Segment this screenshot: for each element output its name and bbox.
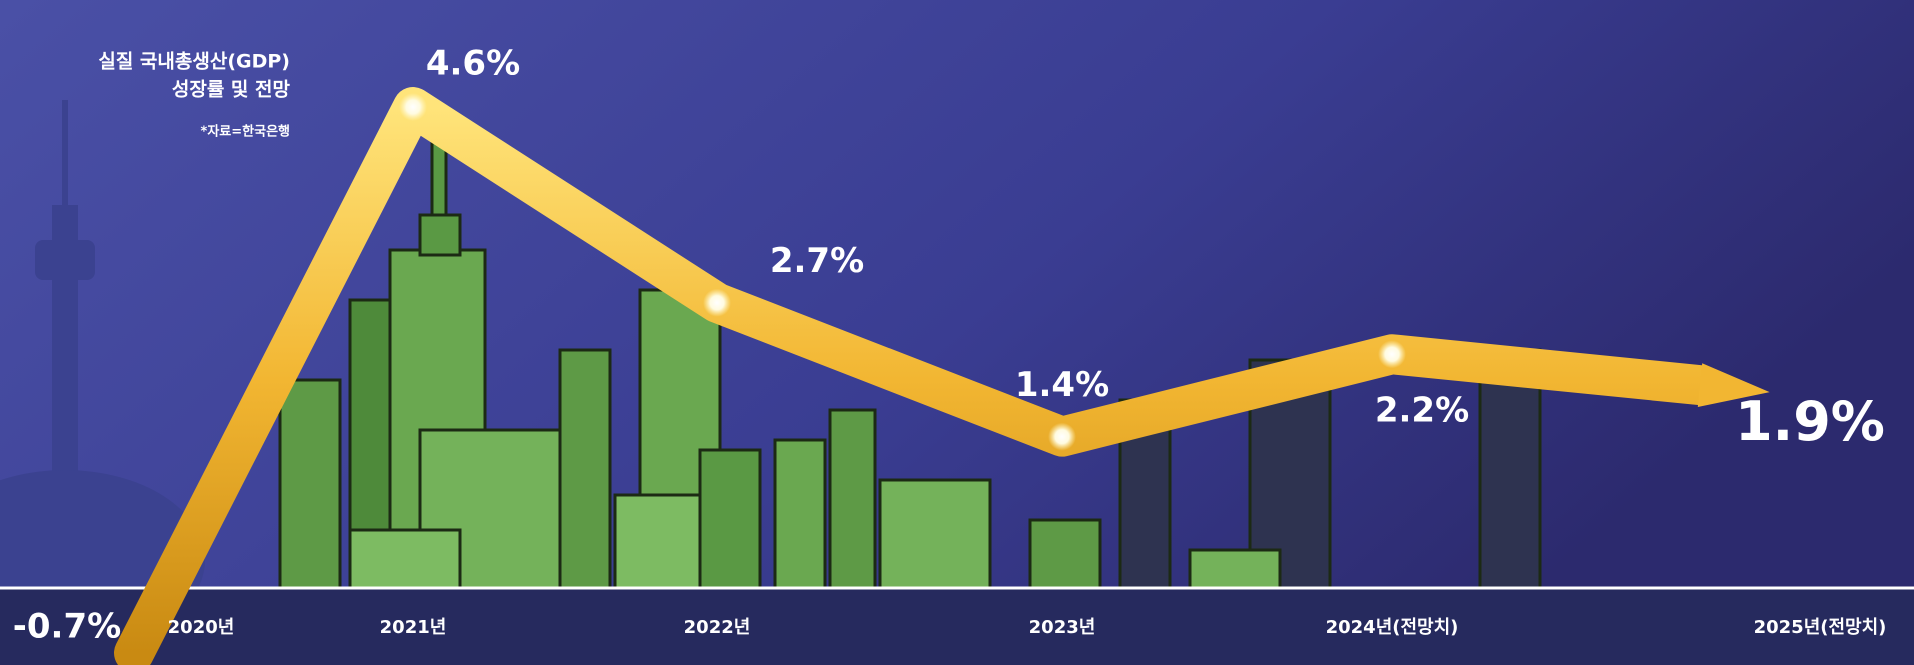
x-tick-label: 2023년	[1029, 617, 1096, 638]
chart-title: 실질 국내총생산(GDP)	[98, 51, 290, 73]
arrow-tip	[1697, 363, 1770, 408]
point	[1378, 340, 1406, 369]
x-tick-label: 2025년(전망치)	[1754, 617, 1887, 638]
point	[703, 288, 731, 317]
x-tick-label: 2024년(전망치)	[1326, 617, 1459, 638]
x-tick-label: 2022년	[684, 617, 751, 638]
value-label: -0.7%	[13, 607, 121, 647]
value-label: 4.6%	[426, 44, 520, 84]
x-tick-label: 2020년	[168, 617, 235, 638]
x-tick-label: 2021년	[380, 617, 447, 638]
trend-line	[114, 87, 1720, 665]
value-label: 2.7%	[770, 241, 864, 281]
point	[399, 93, 427, 121]
source-note: *자료=한국은행	[201, 124, 290, 140]
value-label: 1.4%	[1015, 365, 1109, 405]
chart-title: 성장률 및 전망	[172, 79, 291, 101]
value-label: 1.9%	[1735, 390, 1885, 453]
point	[1048, 422, 1076, 451]
bottom-band	[0, 588, 1914, 665]
value-label: 2.2%	[1375, 391, 1469, 431]
